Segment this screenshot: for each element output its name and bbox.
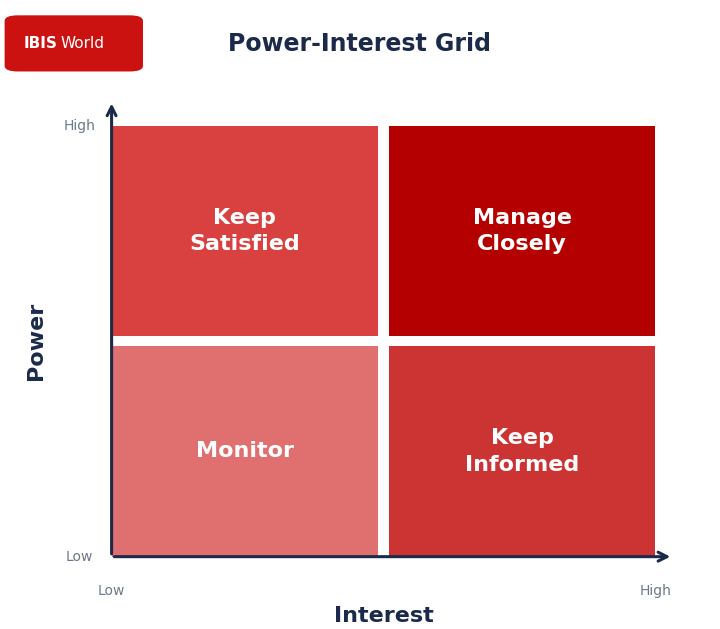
Text: High: High	[639, 584, 671, 598]
Text: Power-Interest Grid: Power-Interest Grid	[228, 32, 492, 56]
FancyBboxPatch shape	[4, 15, 143, 72]
Text: Interest: Interest	[333, 606, 433, 626]
Text: Low: Low	[66, 550, 93, 564]
Bar	[112, 126, 377, 336]
Bar	[389, 346, 655, 557]
Text: High: High	[63, 119, 95, 133]
Text: Low: Low	[98, 584, 125, 598]
Text: IBIS: IBIS	[23, 36, 57, 51]
Text: Manage
Closely: Manage Closely	[472, 208, 572, 254]
Bar	[112, 346, 377, 557]
Text: Keep
Informed: Keep Informed	[465, 428, 580, 475]
Text: Power: Power	[26, 302, 46, 381]
Text: Keep
Satisfied: Keep Satisfied	[189, 208, 300, 254]
Text: World: World	[60, 36, 104, 51]
Text: Monitor: Monitor	[196, 442, 294, 462]
Bar	[389, 126, 655, 336]
